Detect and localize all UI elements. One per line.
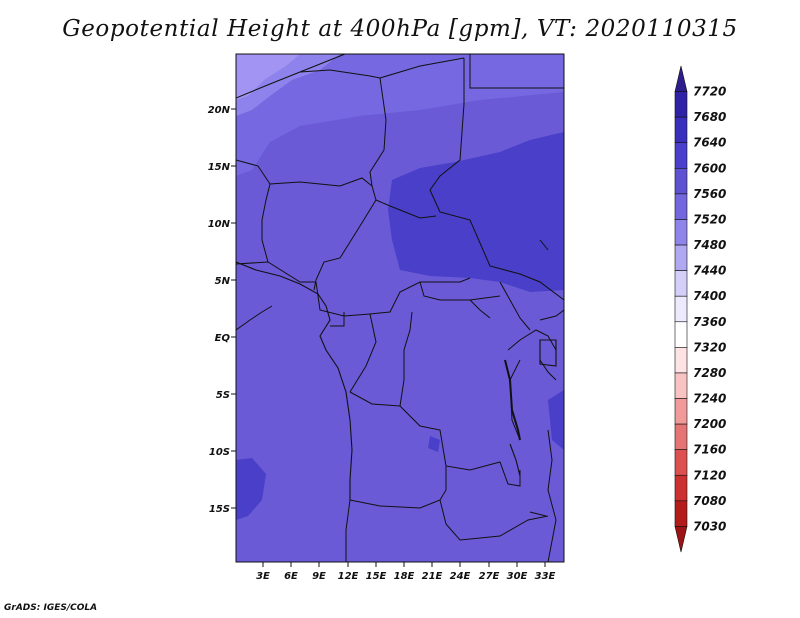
lon-label: 18E <box>394 571 415 582</box>
colorbar-label: 7600 <box>693 161 726 175</box>
lon-label: 9E <box>312 571 326 582</box>
lon-label: 15E <box>366 571 387 582</box>
colorbar-label: 7280 <box>693 366 726 380</box>
colorbar-label: 7160 <box>693 443 726 457</box>
colorbar-swatch <box>674 474 688 502</box>
colorbar-label: 7080 <box>693 494 726 508</box>
coastline <box>236 239 557 517</box>
colorbar-swatch <box>674 142 688 169</box>
lon-label: 21E <box>422 571 443 582</box>
colorbar-label: 7240 <box>693 392 726 406</box>
lon-label: 12E <box>338 571 359 582</box>
lat-label: 10N <box>208 219 231 230</box>
height-patch <box>428 436 440 452</box>
colorbar-swatch <box>674 295 688 323</box>
lat-label: EQ <box>215 333 231 344</box>
chart-title: Geopotential Height at 400hPa [gpm], VT:… <box>62 16 738 42</box>
height-band-7600-east <box>548 390 564 450</box>
colorbar: 7720 7680 7640 7600 7560 7520 7480 7440 7400 7360… <box>674 65 726 553</box>
colorbar-swatch <box>674 219 688 246</box>
lat-label: 5N <box>215 276 231 287</box>
colorbar-label: 7720 <box>693 85 726 99</box>
height-band-7600-south <box>236 458 266 520</box>
colorbar-label: 7400 <box>693 289 726 303</box>
lon-label: 3E <box>256 571 270 582</box>
colorbar-swatch <box>674 321 688 348</box>
colorbar-swatch <box>674 347 688 374</box>
colorbar-swatch <box>674 270 688 297</box>
colorbar-swatch <box>674 372 688 399</box>
colorbar-swatch <box>674 244 688 271</box>
lon-label: 33E <box>535 571 556 582</box>
height-band-7440 <box>236 54 300 100</box>
colorbar-swatch <box>674 449 688 476</box>
colorbar-swatch <box>674 423 688 450</box>
lat-label: 15S <box>209 504 230 515</box>
colorbar-swatch <box>674 65 688 92</box>
lat-label: 20N <box>208 105 231 116</box>
colorbar-label: 7320 <box>693 340 726 354</box>
lat-axis: 20N 15N 10N 5N EQ 5S 10S 15S <box>208 105 236 515</box>
colorbar-label: 7200 <box>693 417 726 431</box>
lon-label: 30E <box>507 571 528 582</box>
map-panel <box>236 54 564 562</box>
lat-label: 5S <box>216 390 230 401</box>
height-band-7600 <box>388 132 564 292</box>
lon-label: 6E <box>284 571 298 582</box>
colorbar-label: 7360 <box>693 315 726 329</box>
lon-axis: 3E 6E 9E 12E 15E 18E 21E 24E 27E 30E 33E <box>256 562 556 582</box>
lon-label: 27E <box>479 571 500 582</box>
colorbar-swatch <box>674 168 688 195</box>
lat-label: 15N <box>208 162 231 173</box>
colorbar-swatch <box>674 91 688 118</box>
height-band-7520 <box>236 54 564 176</box>
height-field-base <box>236 54 564 562</box>
colorbar-label: 7560 <box>693 187 726 201</box>
colorbar-swatch <box>674 500 688 527</box>
colorbar-swatch <box>674 116 688 144</box>
map-frame <box>235 53 565 563</box>
lon-label: 24E <box>450 571 471 582</box>
country-borders <box>236 54 564 562</box>
colorbar-label: 7680 <box>693 110 726 124</box>
colorbar-label: 7520 <box>693 212 726 226</box>
colorbar-label: 7440 <box>693 264 726 278</box>
credit-text: GrADS: IGES/COLA <box>4 603 98 613</box>
colorbar-swatch <box>674 193 688 220</box>
colorbar-label: 7030 <box>693 519 726 533</box>
colorbar-swatch <box>674 398 688 425</box>
colorbar-label: 7120 <box>693 468 726 482</box>
lat-label: 10S <box>209 447 230 458</box>
colorbar-swatch <box>674 526 688 553</box>
colorbar-label: 7480 <box>693 238 726 252</box>
colorbar-label: 7640 <box>693 136 726 150</box>
